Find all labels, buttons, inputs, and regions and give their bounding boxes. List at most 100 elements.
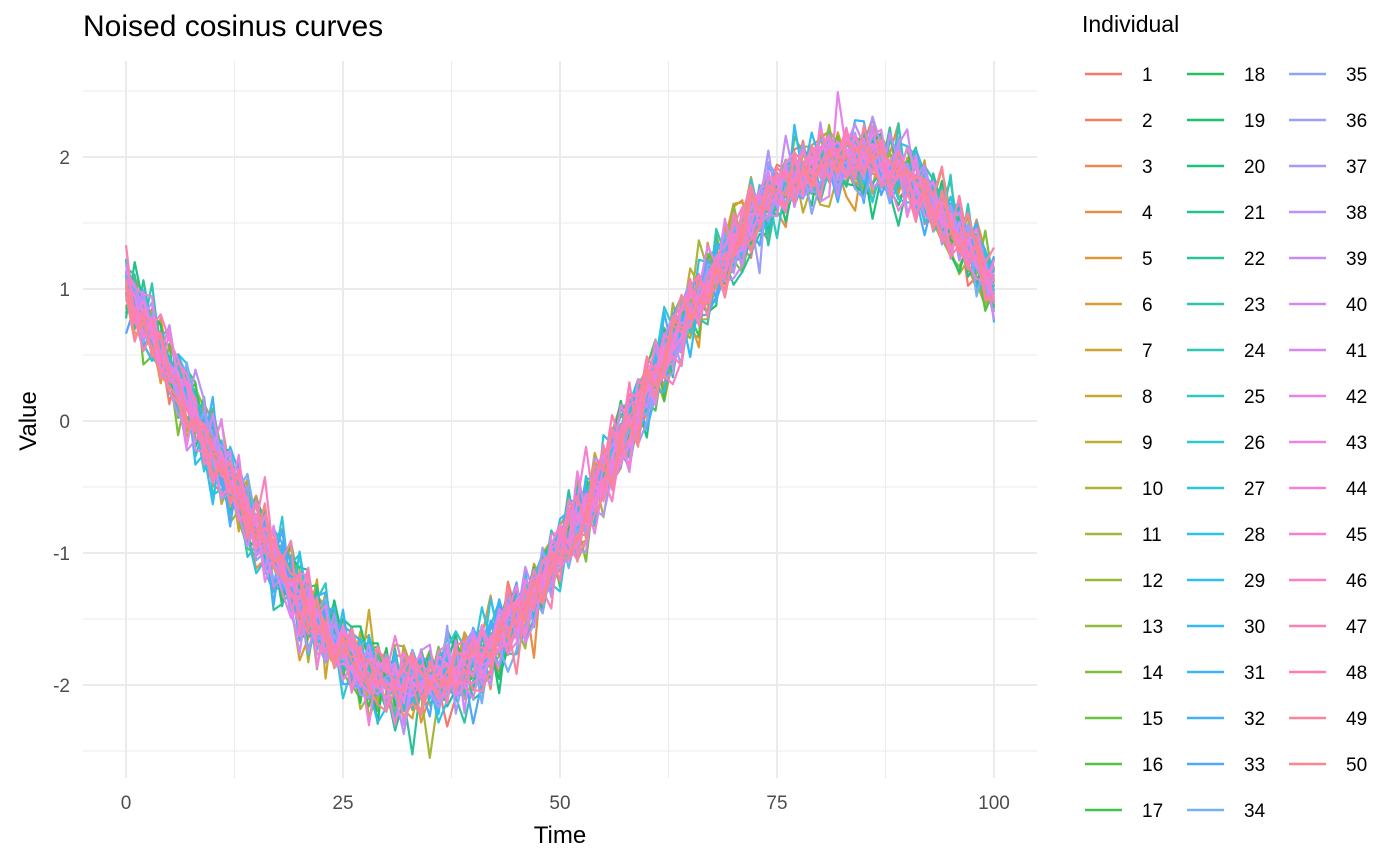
- legend-item-42: 42: [1289, 387, 1367, 408]
- legend-item-41: 41: [1289, 341, 1367, 362]
- legend-item-21: 21: [1187, 203, 1265, 224]
- legend-label: 21: [1244, 203, 1265, 224]
- legend-item-20: 20: [1187, 157, 1265, 178]
- legend-label: 5: [1142, 249, 1153, 270]
- legend-label: 18: [1244, 65, 1265, 86]
- legend-label: 2: [1142, 111, 1153, 132]
- x-tick-label: 25: [332, 793, 353, 814]
- legend-item-31: 31: [1187, 663, 1265, 684]
- legend-label: 39: [1346, 249, 1367, 270]
- legend-item-17: 17: [1085, 801, 1163, 822]
- legend-label: 37: [1346, 157, 1367, 178]
- legend-title: Individual: [1082, 11, 1179, 37]
- legend-label: 24: [1244, 341, 1266, 362]
- legend-label: 33: [1244, 755, 1265, 776]
- legend-label: 34: [1244, 801, 1266, 822]
- legend-label: 14: [1142, 663, 1164, 684]
- legend-label: 22: [1244, 249, 1265, 270]
- legend-label: 47: [1346, 617, 1367, 638]
- legend-item-6: 6: [1085, 295, 1153, 316]
- legend-label: 48: [1346, 663, 1367, 684]
- legend-item-26: 26: [1187, 433, 1265, 454]
- legend-item-36: 36: [1289, 111, 1367, 132]
- legend-item-49: 49: [1289, 709, 1367, 730]
- legend-label: 15: [1142, 709, 1163, 730]
- chart-title: Noised cosinus curves: [83, 10, 384, 43]
- legend-item-39: 39: [1289, 249, 1367, 270]
- legend-label: 3: [1142, 157, 1153, 178]
- legend-item-35: 35: [1289, 65, 1367, 86]
- legend-label: 35: [1346, 65, 1367, 86]
- legend-item-14: 14: [1085, 663, 1164, 684]
- legend-item-40: 40: [1289, 295, 1367, 316]
- legend-label: 49: [1346, 709, 1367, 730]
- legend-label: 11: [1142, 525, 1162, 546]
- series-line-48: [124, 146, 995, 701]
- legend-label: 27: [1244, 479, 1265, 500]
- legend-label: 9: [1142, 433, 1153, 454]
- legend-item-50: 50: [1289, 755, 1367, 776]
- legend-item-24: 24: [1187, 341, 1266, 362]
- legend-label: 45: [1346, 525, 1367, 546]
- legend-label: 25: [1244, 387, 1265, 408]
- legend-label: 23: [1244, 295, 1265, 316]
- legend-item-34: 34: [1187, 801, 1266, 822]
- legend-item-37: 37: [1289, 157, 1367, 178]
- y-axis-label: Value: [15, 391, 42, 451]
- legend-label: 44: [1346, 479, 1368, 500]
- x-axis-label: Time: [534, 822, 586, 849]
- legend-label: 4: [1142, 203, 1153, 224]
- series-line-49: [124, 124, 994, 694]
- legend-item-28: 28: [1187, 525, 1265, 546]
- legend-label: 42: [1346, 387, 1367, 408]
- x-tick-label: 75: [766, 793, 787, 814]
- legend-item-32: 32: [1187, 709, 1265, 730]
- legend-item-45: 45: [1289, 525, 1367, 546]
- legend-item-27: 27: [1187, 479, 1265, 500]
- legend-label: 29: [1244, 571, 1265, 592]
- legend-item-7: 7: [1085, 341, 1153, 362]
- legend-label: 46: [1346, 571, 1367, 592]
- legend-label: 17: [1142, 801, 1163, 822]
- legend-item-9: 9: [1085, 433, 1153, 454]
- legend-item-13: 13: [1085, 617, 1163, 638]
- legend-item-47: 47: [1289, 617, 1367, 638]
- legend-label: 6: [1142, 295, 1153, 316]
- legend-label: 36: [1346, 111, 1367, 132]
- legend-item-4: 4: [1085, 203, 1153, 224]
- legend-item-48: 48: [1289, 663, 1367, 684]
- legend-item-25: 25: [1187, 387, 1265, 408]
- legend-item-2: 2: [1085, 111, 1153, 132]
- legend-item-12: 12: [1085, 571, 1163, 592]
- legend-item-33: 33: [1187, 755, 1265, 776]
- legend-label: 20: [1244, 157, 1265, 178]
- y-tick-label: -1: [53, 544, 70, 565]
- x-tick-label: 0: [121, 793, 132, 814]
- legend: Individual123456789101112131415161718192…: [1082, 11, 1368, 822]
- y-tick-label: 1: [59, 280, 70, 301]
- legend-item-43: 43: [1289, 433, 1367, 454]
- legend-item-19: 19: [1187, 111, 1265, 132]
- legend-item-1: 1: [1085, 65, 1153, 86]
- x-tick-label: 100: [978, 793, 1010, 814]
- legend-item-3: 3: [1085, 157, 1153, 178]
- legend-item-23: 23: [1187, 295, 1265, 316]
- legend-item-44: 44: [1289, 479, 1368, 500]
- legend-item-15: 15: [1085, 709, 1163, 730]
- legend-item-22: 22: [1187, 249, 1265, 270]
- legend-label: 41: [1346, 341, 1367, 362]
- legend-label: 1: [1142, 65, 1153, 86]
- legend-item-8: 8: [1085, 387, 1153, 408]
- legend-item-16: 16: [1085, 755, 1163, 776]
- legend-label: 16: [1142, 755, 1163, 776]
- legend-item-11: 11: [1085, 525, 1162, 546]
- series-line-50: [124, 141, 995, 719]
- series-lines: [124, 91, 996, 759]
- legend-label: 40: [1346, 295, 1367, 316]
- legend-item-5: 5: [1085, 249, 1153, 270]
- legend-label: 12: [1142, 571, 1163, 592]
- legend-label: 8: [1142, 387, 1153, 408]
- legend-item-38: 38: [1289, 203, 1367, 224]
- legend-item-46: 46: [1289, 571, 1367, 592]
- y-tick-label: 2: [59, 148, 70, 169]
